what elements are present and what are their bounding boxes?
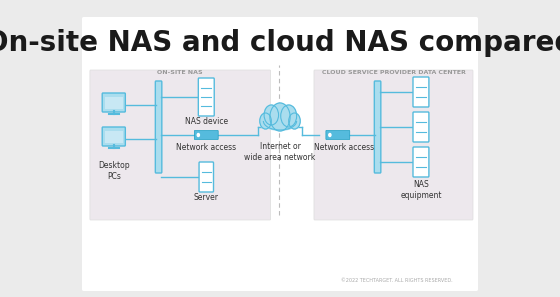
FancyBboxPatch shape [374, 81, 381, 173]
Circle shape [260, 113, 272, 129]
FancyBboxPatch shape [413, 147, 429, 177]
FancyBboxPatch shape [90, 70, 270, 220]
Text: CLOUD SERVICE PROVIDER DATA CENTER: CLOUD SERVICE PROVIDER DATA CENTER [321, 70, 465, 75]
Circle shape [281, 105, 297, 127]
Ellipse shape [263, 117, 297, 131]
Circle shape [264, 105, 278, 125]
FancyBboxPatch shape [102, 127, 125, 146]
Text: ©2022 TECHTARGET. ALL RIGHTS RESERVED.: ©2022 TECHTARGET. ALL RIGHTS RESERVED. [342, 278, 453, 283]
Text: Server: Server [194, 193, 219, 202]
FancyBboxPatch shape [105, 131, 123, 143]
FancyBboxPatch shape [199, 162, 213, 192]
FancyBboxPatch shape [105, 97, 123, 109]
FancyBboxPatch shape [314, 70, 473, 220]
Text: NAS device: NAS device [185, 117, 228, 126]
FancyBboxPatch shape [326, 130, 350, 140]
FancyBboxPatch shape [155, 81, 162, 173]
FancyBboxPatch shape [194, 130, 218, 140]
Text: ON-SITE NAS: ON-SITE NAS [157, 70, 203, 75]
Circle shape [329, 133, 331, 137]
Text: Network access: Network access [176, 143, 236, 152]
Text: Internet or
wide area network: Internet or wide area network [244, 142, 316, 162]
Circle shape [270, 103, 290, 131]
FancyBboxPatch shape [413, 112, 429, 142]
Circle shape [288, 113, 300, 129]
FancyBboxPatch shape [82, 17, 478, 291]
Text: Desktop
PCs: Desktop PCs [98, 161, 129, 181]
FancyBboxPatch shape [102, 93, 125, 112]
Ellipse shape [263, 112, 297, 130]
Circle shape [197, 133, 199, 137]
Text: NAS
equipment: NAS equipment [400, 180, 442, 200]
FancyBboxPatch shape [413, 77, 429, 107]
Text: On-site NAS and cloud NAS compared: On-site NAS and cloud NAS compared [0, 29, 560, 57]
Text: Network access: Network access [314, 143, 374, 152]
FancyBboxPatch shape [198, 78, 214, 116]
